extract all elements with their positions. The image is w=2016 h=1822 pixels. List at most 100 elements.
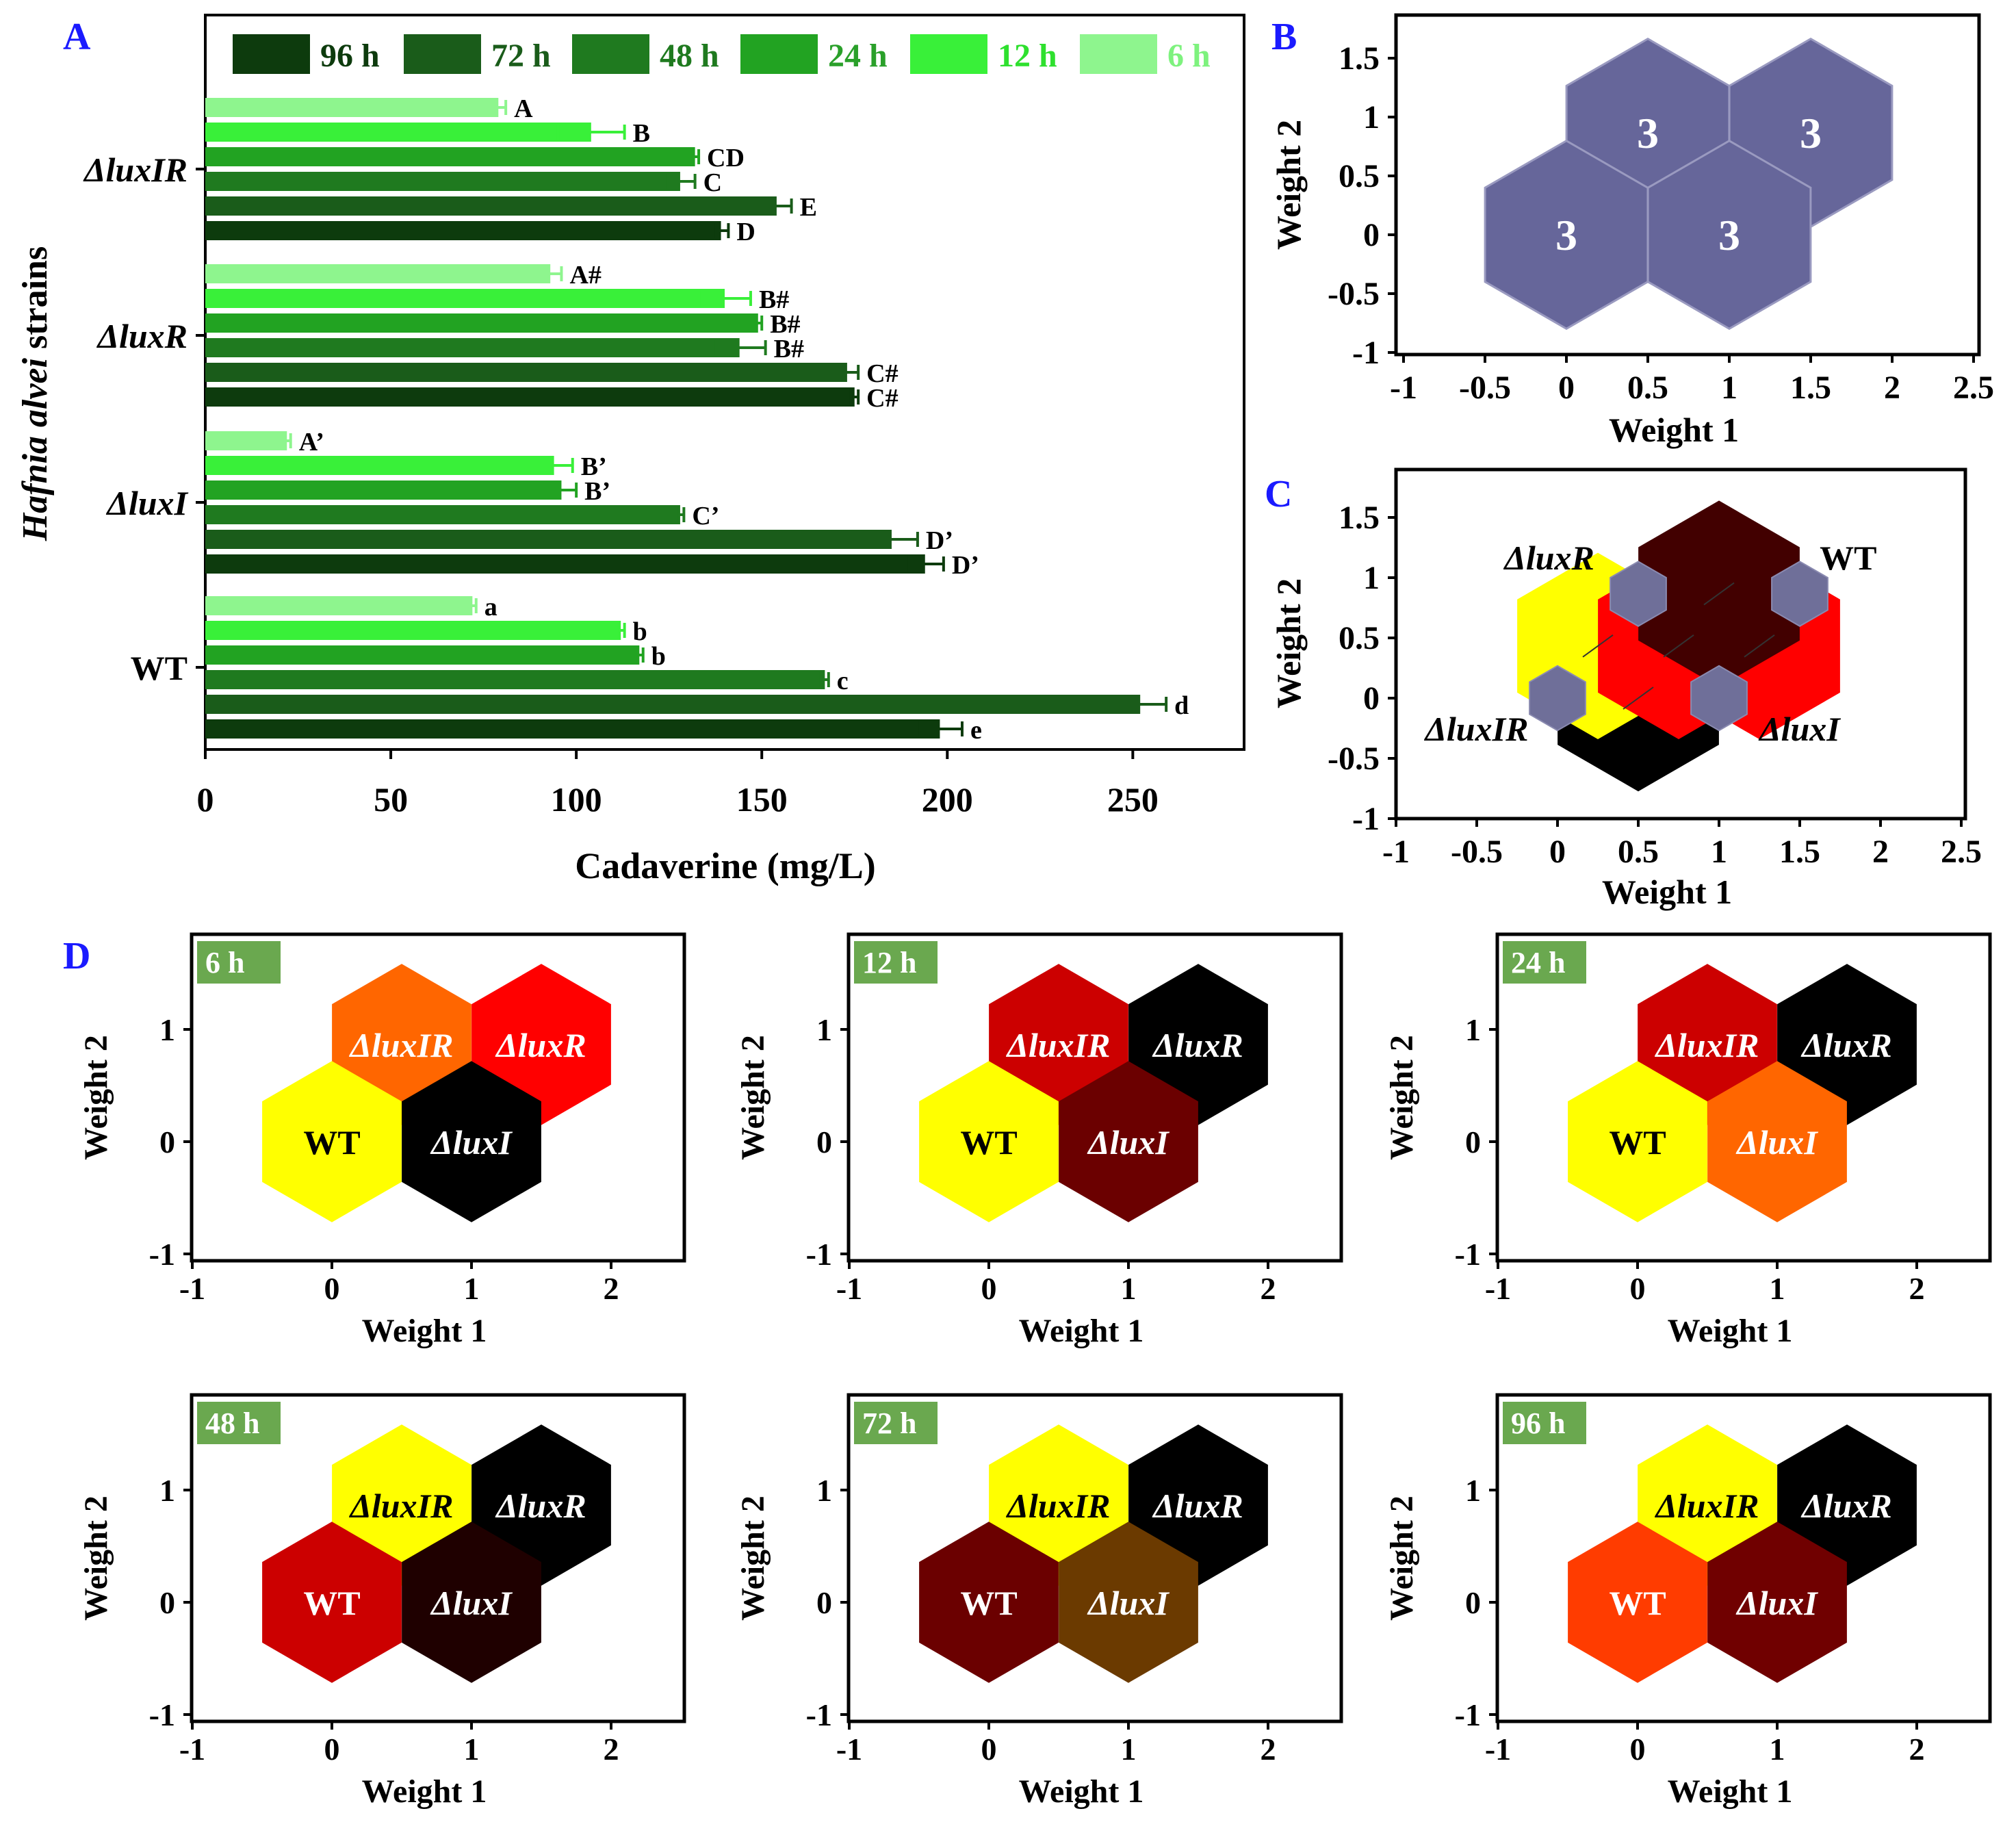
legend-swatch-24h bbox=[740, 34, 818, 74]
time-label: 6 h bbox=[205, 946, 244, 979]
som-cell bbox=[262, 1522, 402, 1683]
component-plane-72h: -1 0 1 2 -1 0 1 Weight 1 Weight 2 72 h ΔluxIR ΔluxR… bbox=[735, 1393, 1343, 1810]
legend-swatch-48h bbox=[572, 34, 649, 74]
panel-letter-a: A bbox=[63, 16, 91, 58]
legend-label-96h: 96 h bbox=[320, 38, 380, 74]
x-tick-label: -0.5 bbox=[1451, 834, 1503, 870]
som-cell bbox=[262, 1061, 402, 1222]
som-cell bbox=[1568, 1061, 1707, 1222]
bar-96h-0 bbox=[205, 221, 721, 240]
significance-label: B bbox=[633, 119, 650, 148]
y-tick-label: 1 bbox=[816, 1012, 832, 1047]
cell-label: ΔluxR bbox=[495, 1026, 586, 1064]
cell-label: WT bbox=[1609, 1123, 1666, 1162]
y-tick-label: 1 bbox=[159, 1473, 175, 1508]
som-neuron bbox=[1771, 561, 1828, 627]
x-tick-label: 1 bbox=[1770, 1271, 1785, 1306]
bar-6h-1 bbox=[205, 264, 551, 283]
plot-frame bbox=[847, 1393, 1343, 1723]
legend-swatch-6h bbox=[1080, 34, 1157, 74]
x-tick-label: 2 bbox=[1909, 1732, 1925, 1767]
strain-label: ΔluxI bbox=[1758, 710, 1841, 748]
x-axis-title: Weight 1 bbox=[362, 1773, 487, 1810]
x-tick-label: 2 bbox=[604, 1732, 619, 1767]
x-axis-title: Weight 1 bbox=[1602, 873, 1732, 911]
y-tick-label: 0.5 bbox=[1339, 620, 1380, 656]
significance-label: CD bbox=[707, 144, 745, 172]
cell-label: ΔluxR bbox=[1800, 1026, 1891, 1064]
bar-12h-1 bbox=[205, 289, 725, 308]
cell-label: ΔluxIR bbox=[1006, 1026, 1111, 1064]
y-axis-title-rest: strains bbox=[16, 246, 55, 358]
bar-12h-0 bbox=[205, 123, 591, 142]
category-label: ΔluxIR bbox=[83, 151, 188, 189]
x-tick-label: 0 bbox=[1630, 1271, 1646, 1306]
cell-label: ΔluxI bbox=[1087, 1584, 1169, 1622]
y-tick-label: 1.5 bbox=[1339, 500, 1380, 536]
panel-b: B -1 -0.5 0 0.5 1 1.5 2 2.5 -1 -0.5 0 0.5 1 1.5 Weight … bbox=[1269, 13, 1994, 449]
bar-72h-3 bbox=[205, 695, 1141, 714]
bar-72h-2 bbox=[205, 530, 892, 549]
y-tick-label: -1 bbox=[1352, 335, 1380, 371]
y-tick-label: 0 bbox=[816, 1585, 832, 1620]
y-axis-title: Weight 2 bbox=[1269, 120, 1308, 250]
x-tick-label: 0 bbox=[1549, 834, 1566, 870]
component-plane-96h: -1 0 1 2 -1 0 1 Weight 1 Weight 2 96 h ΔluxIR ΔluxR… bbox=[1384, 1393, 1992, 1810]
bar-48h-2 bbox=[205, 505, 680, 524]
x-tick-label: 1.5 bbox=[1779, 834, 1820, 870]
significance-label: d bbox=[1174, 691, 1189, 720]
x-tick-label: 0 bbox=[1558, 370, 1575, 406]
som-neuron bbox=[1529, 665, 1586, 732]
bar-72h-1 bbox=[205, 363, 847, 382]
time-badge bbox=[1503, 941, 1586, 984]
y-tick-label: 0 bbox=[1465, 1125, 1481, 1159]
significance-label: A’ bbox=[299, 428, 324, 457]
plot-frame bbox=[1394, 13, 1981, 357]
plot-frame bbox=[847, 932, 1343, 1263]
plot-frame bbox=[190, 1393, 686, 1723]
legend-label-12h: 12 h bbox=[998, 38, 1057, 74]
panel-a: A 96 h 72 h 48 h 24 h 12 h 6 h A B CDC E D ΔluxIR A# B… bbox=[16, 14, 1245, 886]
significance-label: D’ bbox=[952, 551, 979, 580]
y-tick-label: -1 bbox=[149, 1697, 175, 1732]
cell-label: ΔluxIR bbox=[1655, 1026, 1759, 1064]
y-tick-label: -0.5 bbox=[1328, 276, 1380, 312]
panel-c: C -1 -0.5 0 0.5 1 1.5 2 2.5 -1 -0.5 0 0.5 1 1.5 Weight … bbox=[1265, 467, 1982, 911]
som-hit-cell bbox=[1646, 139, 1812, 331]
x-tick-label: 250 bbox=[1107, 780, 1159, 819]
time-badge bbox=[197, 941, 281, 984]
som-cell bbox=[1059, 1061, 1198, 1222]
y-tick-label: 0 bbox=[816, 1125, 832, 1159]
x-tick-label: 0 bbox=[981, 1271, 997, 1306]
significance-label: e bbox=[970, 716, 982, 745]
y-tick-label: 0 bbox=[1465, 1585, 1481, 1620]
significance-label: a bbox=[484, 593, 497, 621]
bar-96h-1 bbox=[205, 387, 855, 407]
x-tick-label: 200 bbox=[922, 780, 973, 819]
x-tick-label: -1 bbox=[836, 1271, 862, 1306]
bar-24h-1 bbox=[205, 313, 758, 333]
som-cell bbox=[919, 1061, 1059, 1222]
x-tick-label: 0 bbox=[1630, 1732, 1646, 1767]
strain-label: WT bbox=[1820, 539, 1876, 577]
bar-6h-3 bbox=[205, 596, 473, 615]
bar-48h-3 bbox=[205, 670, 825, 689]
cell-label: ΔluxIR bbox=[349, 1026, 454, 1064]
plot-frame bbox=[1495, 1393, 1992, 1723]
cell-label: WT bbox=[960, 1584, 1017, 1622]
plot-frame bbox=[204, 14, 1245, 751]
component-plane-48h: -1 0 1 2 -1 0 1 Weight 1 Weight 2 48 h ΔluxIR ΔluxR… bbox=[78, 1393, 686, 1810]
x-tick-label: 150 bbox=[736, 780, 788, 819]
component-plane-6h: -1 0 1 2 -1 0 1 Weight 1 Weight 2 6 h ΔluxIR ΔluxR W… bbox=[78, 932, 686, 1349]
x-tick-label: -0.5 bbox=[1459, 370, 1511, 406]
panel-letter-c: C bbox=[1265, 473, 1292, 515]
time-badge bbox=[854, 941, 938, 984]
som-cell bbox=[919, 1522, 1059, 1683]
y-axis-title: Weight 2 bbox=[735, 1035, 771, 1160]
y-tick-label: 0 bbox=[159, 1585, 175, 1620]
x-tick-label: 2 bbox=[604, 1271, 619, 1306]
x-tick-label: 0.5 bbox=[1618, 834, 1659, 870]
hit-count: 3 bbox=[1637, 109, 1659, 157]
time-label: 96 h bbox=[1511, 1407, 1565, 1440]
